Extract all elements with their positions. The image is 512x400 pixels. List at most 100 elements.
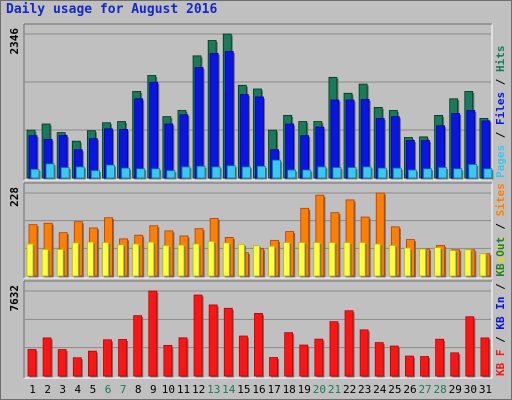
- bar-visits-13: [207, 241, 215, 277]
- bar-kbf-12: [193, 294, 203, 377]
- bar-pages-25: [392, 167, 402, 179]
- bar-pages-19: [302, 169, 312, 179]
- bar-visits-26: [404, 247, 411, 277]
- legend-entry: /: [494, 223, 507, 237]
- day-label-9: 9: [150, 383, 157, 396]
- bar-kbf-18: [284, 332, 294, 377]
- bar-kbf-23: [359, 329, 369, 377]
- bar-pages-18: [287, 169, 297, 179]
- bar-kbf-24: [374, 342, 384, 377]
- bar-visits-9: [147, 241, 155, 277]
- legend-entry: Visits: [494, 236, 507, 276]
- day-label-2: 2: [44, 383, 51, 396]
- bar-kbf-26: [405, 355, 414, 377]
- day-label-15: 15: [237, 383, 250, 396]
- bar-pages-7: [121, 167, 130, 179]
- bar-files-22: [345, 99, 355, 179]
- bar-kbf-2: [42, 337, 52, 377]
- bar-files-10: [164, 123, 174, 179]
- bar-kbf-8: [133, 315, 143, 377]
- bar-pages-20: [317, 166, 327, 179]
- day-label-5: 5: [90, 383, 97, 396]
- day-label-7: 7: [120, 383, 127, 396]
- day-label-21: 21: [328, 383, 341, 396]
- bar-visits-2: [41, 249, 49, 277]
- day-label-18: 18: [283, 383, 296, 396]
- bar-kbf-29: [450, 352, 460, 377]
- bar-kbf-21: [329, 321, 339, 377]
- bar-pages-28: [438, 167, 448, 179]
- bar-kbf-10: [163, 344, 173, 377]
- bar-files-9: [149, 81, 159, 179]
- bar-pages-5: [90, 170, 100, 179]
- bar-pages-1: [30, 169, 40, 179]
- bar-visits-4: [71, 242, 79, 277]
- bar-kbf-7: [118, 339, 127, 377]
- bar-visits-21: [328, 242, 336, 277]
- bar-visits-18: [283, 242, 291, 277]
- day-label-6: 6: [105, 383, 112, 396]
- max-label-middle: 228: [8, 187, 21, 207]
- bar-visits-27: [419, 248, 426, 277]
- bar-files-29: [451, 113, 461, 179]
- day-label-11: 11: [177, 383, 190, 396]
- day-label-28: 28: [434, 383, 447, 396]
- bar-pages-24: [377, 167, 387, 179]
- bar-pages-11: [181, 166, 191, 179]
- bar-visits-11: [177, 244, 185, 277]
- bar-kbf-5: [87, 350, 97, 377]
- legend-top: Pages / Files / Hits: [494, 46, 507, 179]
- bar-files-12: [194, 67, 204, 179]
- bar-visits-17: [268, 245, 275, 277]
- bar-visits-14: [222, 242, 230, 277]
- bar-files-13: [209, 52, 219, 179]
- bar-pages-16: [257, 165, 266, 179]
- bar-kbf-4: [72, 357, 82, 377]
- bar-visits-31: [479, 253, 487, 277]
- bar-pages-17: [272, 159, 281, 179]
- bar-visits-20: [313, 242, 321, 277]
- bar-visits-3: [56, 249, 64, 277]
- bar-files-23: [360, 99, 370, 179]
- bar-visits-12: [192, 243, 200, 277]
- day-label-13: 13: [207, 383, 220, 396]
- bar-visits-22: [343, 242, 351, 277]
- bar-kbf-9: [148, 290, 158, 377]
- bar-pages-26: [408, 169, 417, 179]
- legend-entry: Sites: [494, 183, 507, 223]
- day-label-30: 30: [464, 383, 477, 396]
- bar-pages-4: [75, 166, 85, 179]
- bar-pages-10: [166, 170, 176, 179]
- legend-entry: /: [494, 283, 507, 297]
- legend-entry: Files: [494, 92, 507, 132]
- max-label-top: 2346: [8, 28, 21, 55]
- bar-visits-16: [253, 245, 260, 277]
- day-label-24: 24: [373, 383, 387, 396]
- bar-visits-19: [298, 242, 306, 277]
- day-label-10: 10: [162, 383, 175, 396]
- legend-entry: Pages: [494, 145, 507, 178]
- bar-visits-10: [162, 245, 170, 277]
- bar-pages-3: [60, 167, 70, 179]
- legend-entry: /: [494, 336, 507, 350]
- bar-kbf-22: [344, 310, 354, 377]
- day-label-25: 25: [388, 383, 401, 396]
- bar-kbf-11: [178, 337, 188, 377]
- bar-pages-22: [347, 167, 357, 179]
- bar-kbf-31: [480, 337, 490, 377]
- bar-visits-15: [237, 243, 245, 277]
- bar-visits-7: [117, 244, 124, 277]
- bar-kbf-14: [223, 307, 233, 377]
- day-label-16: 16: [252, 383, 265, 396]
- chart-title: Daily usage for August 2016: [6, 2, 218, 17]
- day-label-22: 22: [343, 383, 356, 396]
- bar-visits-25: [388, 245, 396, 277]
- bar-pages-12: [196, 165, 206, 179]
- bar-pages-6: [106, 164, 115, 179]
- legend-entry: KB F: [494, 350, 507, 377]
- day-label-3: 3: [59, 383, 66, 396]
- day-label-8: 8: [135, 383, 142, 396]
- day-label-4: 4: [75, 383, 82, 396]
- day-label-29: 29: [449, 383, 462, 396]
